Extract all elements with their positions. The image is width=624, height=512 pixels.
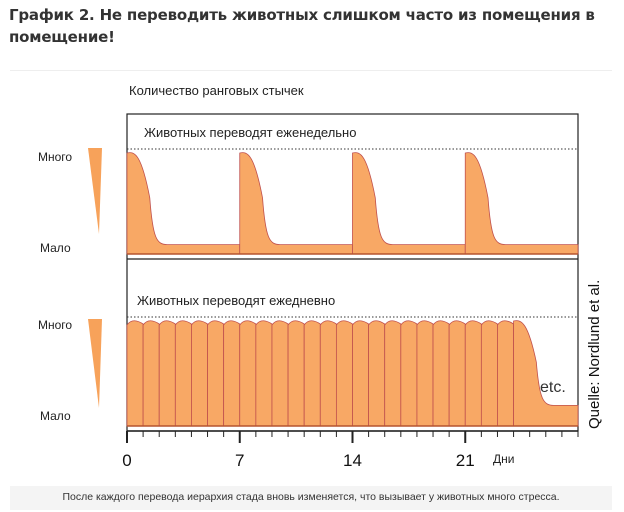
- daily-high-label: Много: [38, 318, 72, 332]
- pulse-daily-day-23: [497, 320, 514, 427]
- pulse-daily-day-4: [191, 320, 208, 427]
- weekly-panel-label: Животных переводят еженедельно: [144, 125, 356, 140]
- pulse-weekly-day-14: [352, 152, 466, 255]
- daily-series: [126, 320, 579, 427]
- daily-panel-label: Животных переводят ежедневно: [137, 293, 335, 308]
- x-tick-label: 21: [456, 451, 475, 470]
- pulse-daily-day-24: [513, 320, 579, 427]
- figure: Количество ранговых стычек Животных пере…: [10, 70, 612, 486]
- pulse-daily-day-17: [400, 320, 418, 427]
- pulse-daily-day-21: [464, 320, 482, 427]
- chart-title: Количество ранговых стычек: [129, 83, 304, 98]
- caption: После каждого перевода иерархия стада вн…: [10, 486, 612, 510]
- pulse-daily-day-20: [448, 320, 466, 427]
- daily-low-label: Мало: [40, 409, 71, 423]
- x-tick-label: 0: [122, 451, 131, 470]
- etc-annotation: etc.: [540, 379, 566, 396]
- weekly-high-label: Много: [38, 150, 72, 164]
- pulse-daily-day-1: [142, 320, 160, 427]
- pulse-daily-day-2: [158, 320, 176, 427]
- pulse-daily-day-14: [352, 320, 370, 427]
- pulse-daily-day-19: [432, 320, 450, 427]
- pulse-daily-day-9: [271, 320, 289, 427]
- weekly-level-wedge: [88, 148, 102, 234]
- pulse-daily-day-0: [126, 320, 144, 427]
- pulse-daily-day-18: [416, 320, 434, 427]
- pulse-daily-day-8: [255, 320, 273, 427]
- x-tick-label: 14: [343, 451, 362, 470]
- daily-level-wedge: [88, 319, 102, 408]
- pulse-daily-day-5: [207, 320, 225, 427]
- chart: Количество ранговых стычек Животных пере…: [38, 83, 603, 470]
- pulse-daily-day-6: [223, 320, 241, 427]
- pulse-weekly-day-21: [464, 152, 579, 255]
- pulse-daily-day-13: [335, 320, 353, 427]
- x-tick-label: 7: [235, 451, 244, 470]
- source-label: Quelle: Nordlund et al.: [586, 280, 603, 429]
- pulse-daily-day-22: [480, 320, 498, 427]
- pulse-daily-day-10: [287, 320, 305, 427]
- pulse-weekly-day-0: [126, 152, 241, 255]
- pulse-daily-day-7: [239, 320, 257, 427]
- pulse-daily-day-3: [174, 320, 192, 427]
- weekly-low-label: Мало: [40, 241, 71, 255]
- x-axis: 0 7 14 21: [122, 430, 579, 470]
- pulse-daily-day-11: [303, 320, 321, 427]
- pulse-daily-day-12: [319, 320, 337, 427]
- weekly-series: [126, 152, 579, 255]
- x-axis-label: Дни: [493, 452, 514, 466]
- pulse-daily-day-16: [384, 320, 402, 427]
- pulse-daily-day-15: [368, 320, 386, 427]
- pulse-weekly-day-7: [239, 152, 353, 255]
- page-title: График 2. Не переводить животных слишком…: [9, 6, 595, 46]
